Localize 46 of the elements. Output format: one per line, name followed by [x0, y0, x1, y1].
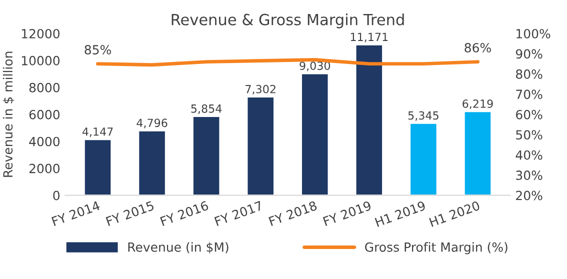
data-label: 11,171	[350, 32, 388, 42]
x-tick-label: H1 2019	[374, 200, 426, 228]
x-tick-label: FY 2019	[322, 200, 372, 226]
y2-tick-label: 100%	[516, 28, 550, 38]
bar	[138, 130, 166, 196]
data-label: 9,030	[300, 62, 330, 72]
data-label: 7,302	[246, 84, 276, 94]
y2-tick-label: 50%	[516, 130, 542, 140]
y-tick-label: 4000	[29, 136, 60, 146]
chart-title: Revenue & Gross Margin Trend	[172, 14, 404, 28]
bar	[192, 116, 221, 196]
bar	[354, 44, 384, 196]
legend-label: Gross Profit Margin (%)	[365, 242, 508, 254]
y-axis-title: Revenue in $ million	[2, 52, 14, 177]
bar	[84, 138, 112, 196]
data-label: 85%	[84, 45, 111, 54]
y-tick-label: 12000	[22, 28, 60, 38]
bar	[463, 110, 492, 196]
data-label: 6,219	[462, 99, 493, 110]
y-tick-label: 0	[53, 190, 60, 200]
bar	[300, 72, 330, 196]
y2-tick-label: 80%	[516, 69, 542, 79]
data-label: 5,854	[191, 104, 222, 114]
x-tick-label: FY 2018	[268, 200, 318, 226]
y-tick-label: 2000	[29, 164, 60, 174]
y2-tick-label: 20%	[516, 190, 542, 200]
y-tick-label: 10000	[22, 56, 60, 66]
y2-tick-label: 70%	[516, 90, 542, 100]
data-label: 5,345	[408, 111, 438, 121]
y2-tick-label: 30%	[516, 170, 542, 180]
bar	[409, 122, 438, 196]
x-tick-label: FY 2015	[106, 200, 154, 226]
y2-tick-label: 40%	[516, 150, 542, 160]
y-tick-label: 6000	[29, 110, 60, 120]
y2-tick-label: 90%	[516, 49, 542, 59]
data-label: 4,147	[82, 128, 113, 137]
data-label: 4,796	[136, 118, 168, 128]
x-tick-label: FY 2017	[214, 200, 263, 226]
x-tick-label: FY 2016	[160, 200, 209, 226]
bar	[246, 96, 275, 196]
x-tick-label: H1 2020	[429, 200, 480, 228]
legend-label: Revenue (in $M)	[128, 242, 228, 254]
x-tick-label: FY 2014	[51, 200, 100, 226]
y2-tick-label: 60%	[516, 110, 542, 120]
data-label: 86%	[464, 42, 491, 52]
y-tick-label: 8000	[29, 82, 60, 92]
